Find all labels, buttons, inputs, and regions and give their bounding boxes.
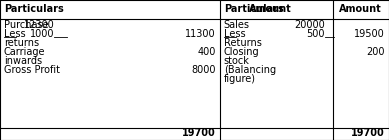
Text: stock: stock: [224, 56, 250, 66]
Text: Carriage: Carriage: [4, 47, 46, 57]
Text: Closing: Closing: [224, 47, 259, 57]
Text: Returns: Returns: [224, 38, 261, 48]
Text: 400: 400: [198, 47, 216, 57]
Text: 19700: 19700: [182, 128, 216, 138]
Text: Sales: Sales: [224, 20, 250, 30]
Text: figure): figure): [224, 74, 256, 84]
Text: Particulars: Particulars: [4, 4, 64, 14]
Text: 19700: 19700: [351, 128, 385, 138]
Text: returns: returns: [4, 38, 39, 48]
Text: (Balancing: (Balancing: [224, 65, 276, 75]
Text: Less: Less: [4, 29, 26, 39]
Text: inwards: inwards: [4, 56, 42, 66]
Text: Amount: Amount: [249, 4, 292, 14]
Text: 12300: 12300: [24, 20, 54, 30]
Text: Less: Less: [224, 29, 245, 39]
Text: 11300: 11300: [185, 29, 216, 39]
Text: Purchase: Purchase: [4, 20, 49, 30]
Text: 200: 200: [366, 47, 385, 57]
Text: Amount: Amount: [340, 4, 382, 14]
Text: Particulars: Particulars: [224, 4, 284, 14]
Text: 19500: 19500: [354, 29, 385, 39]
Text: Gross Profit: Gross Profit: [4, 65, 60, 75]
Text: 1000: 1000: [30, 29, 54, 39]
Text: 20000: 20000: [294, 20, 325, 30]
Text: 500: 500: [306, 29, 325, 39]
Text: 8000: 8000: [191, 65, 216, 75]
